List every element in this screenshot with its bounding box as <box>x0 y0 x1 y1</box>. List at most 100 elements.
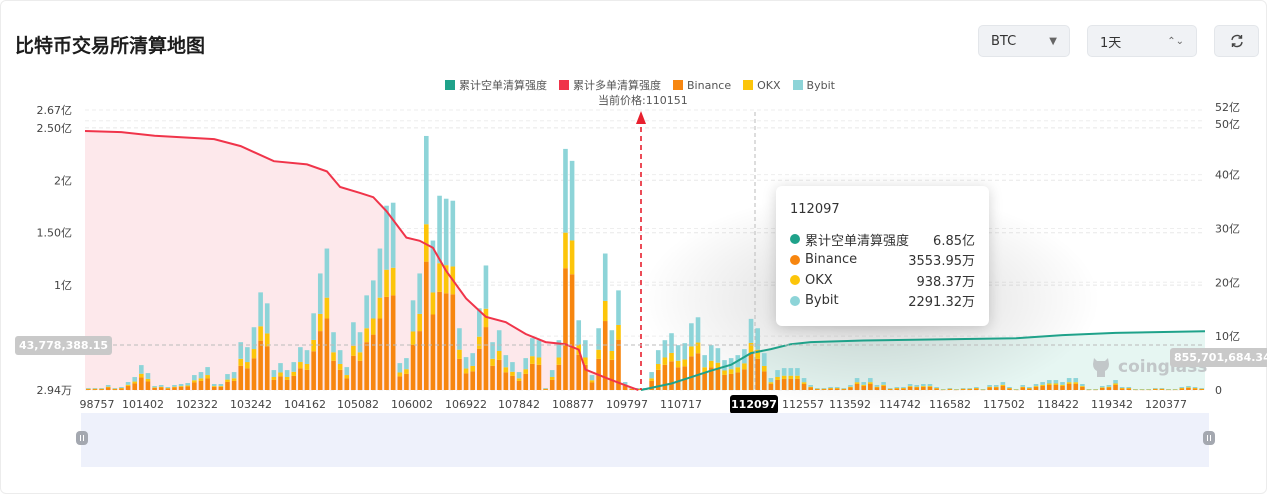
bar-okx[interactable] <box>921 386 926 387</box>
bar-binance[interactable] <box>914 387 920 390</box>
bar-okx[interactable] <box>158 386 164 388</box>
bar-okx[interactable] <box>887 388 893 390</box>
bar-binance[interactable] <box>271 379 277 390</box>
bar-okx[interactable] <box>105 386 111 388</box>
bar-okx[interactable] <box>1199 388 1204 390</box>
bar-binance[interactable] <box>549 379 555 390</box>
bar-binance[interactable] <box>622 385 628 390</box>
bar-binance[interactable] <box>192 382 197 390</box>
bar-okx[interactable] <box>251 349 257 359</box>
bar-binance[interactable] <box>211 386 217 390</box>
bar-okx[interactable] <box>1113 383 1118 385</box>
bar-bybit[interactable] <box>960 388 966 389</box>
bar-binance[interactable] <box>921 386 926 390</box>
bar-bybit[interactable] <box>927 384 933 387</box>
bar-bybit[interactable] <box>1027 387 1032 389</box>
bar-binance[interactable] <box>1186 387 1191 390</box>
bar-binance[interactable] <box>927 386 933 390</box>
bar-bybit[interactable] <box>722 360 727 371</box>
bar-okx[interactable] <box>695 342 701 354</box>
bar-bybit[interactable] <box>1126 387 1132 389</box>
bar-bybit[interactable] <box>516 372 522 379</box>
bar-binance[interactable] <box>311 351 316 390</box>
bar-bybit[interactable] <box>424 135 429 225</box>
bar-okx[interactable] <box>463 368 469 374</box>
bar-bybit[interactable] <box>801 378 807 383</box>
bar-bybit[interactable] <box>1053 380 1059 384</box>
bar-binance[interactable] <box>198 380 204 390</box>
bar-okx[interactable] <box>264 333 270 347</box>
bar-bybit[interactable] <box>1007 387 1012 389</box>
bar-binance[interactable] <box>768 383 774 390</box>
bar-bybit[interactable] <box>1119 387 1125 389</box>
bar-bybit[interactable] <box>317 273 323 314</box>
bar-okx[interactable] <box>1053 383 1059 385</box>
bar-bybit[interactable] <box>291 362 297 372</box>
bar-bybit[interactable] <box>463 357 469 369</box>
bar-bybit[interactable] <box>145 373 151 379</box>
bar-binance[interactable] <box>735 372 741 390</box>
bar-binance[interactable] <box>1000 385 1006 390</box>
bar-okx[interactable] <box>894 388 900 389</box>
bar-binance[interactable] <box>967 388 973 390</box>
bar-bybit[interactable] <box>616 290 621 325</box>
bar-binance[interactable] <box>397 376 403 390</box>
bar-binance[interactable] <box>457 358 462 390</box>
bar-okx[interactable] <box>304 363 310 370</box>
bar-okx[interactable] <box>317 313 323 332</box>
period-select[interactable]: 1天 ⌃⌄ <box>1087 25 1197 57</box>
bar-binance[interactable] <box>1040 385 1045 390</box>
bar-bybit[interactable] <box>1093 389 1098 390</box>
bar-okx[interactable] <box>1013 389 1019 390</box>
bar-bybit[interactable] <box>954 389 959 390</box>
bar-binance[interactable] <box>589 382 595 390</box>
bar-okx[interactable] <box>424 224 429 262</box>
bar-bybit[interactable] <box>556 340 562 358</box>
bar-bybit[interactable] <box>172 385 177 387</box>
bar-bybit[interactable] <box>589 375 595 381</box>
bar-bybit[interactable] <box>821 388 827 389</box>
bar-binance[interactable] <box>960 388 966 390</box>
bar-bybit[interactable] <box>112 388 118 389</box>
bar-binance[interactable] <box>887 388 893 390</box>
bar-bybit[interactable] <box>231 372 237 379</box>
bar-bybit[interactable] <box>490 342 495 359</box>
bar-binance[interactable] <box>993 387 999 390</box>
bar-okx[interactable] <box>1126 388 1132 389</box>
bar-okx[interactable] <box>245 362 250 369</box>
bar-okx[interactable] <box>1099 387 1105 388</box>
bar-okx[interactable] <box>616 324 621 340</box>
bar-bybit[interactable] <box>761 353 767 366</box>
bar-okx[interactable] <box>1046 383 1052 385</box>
bar-bybit[interactable] <box>980 389 986 390</box>
bar-binance[interactable] <box>145 381 151 390</box>
bar-bybit[interactable] <box>881 382 886 385</box>
bar-binance[interactable] <box>602 321 608 390</box>
bar-binance[interactable] <box>1053 384 1059 390</box>
bar-bybit[interactable] <box>99 388 104 389</box>
bar-bybit[interactable] <box>278 363 283 373</box>
bar-binance[interactable] <box>848 387 853 390</box>
bar-binance[interactable] <box>708 367 714 390</box>
bar-okx[interactable] <box>132 381 138 384</box>
bar-binance[interactable] <box>119 388 124 390</box>
bar-okx[interactable] <box>337 363 343 370</box>
bar-okx[interactable] <box>152 387 157 388</box>
bar-okx[interactable] <box>1093 389 1098 390</box>
bar-binance[interactable] <box>132 383 138 390</box>
bar-okx[interactable] <box>748 342 754 353</box>
bar-okx[interactable] <box>351 345 356 356</box>
bar-okx[interactable] <box>682 359 688 367</box>
bar-binance[interactable] <box>152 387 157 390</box>
legend-item-short[interactable]: 累计空单清算强度 <box>445 77 547 93</box>
bar-bybit[interactable] <box>510 362 515 372</box>
bar-okx[interactable] <box>828 388 833 389</box>
bar-bybit[interactable] <box>178 384 184 387</box>
bar-okx[interactable] <box>1033 386 1039 387</box>
bar-okx[interactable] <box>477 336 482 349</box>
bar-bybit[interactable] <box>258 292 263 327</box>
bar-binance[interactable] <box>1080 386 1085 390</box>
bar-binance[interactable] <box>795 378 800 390</box>
bar-okx[interactable] <box>728 369 734 374</box>
bar-bybit[interactable] <box>1133 389 1138 390</box>
